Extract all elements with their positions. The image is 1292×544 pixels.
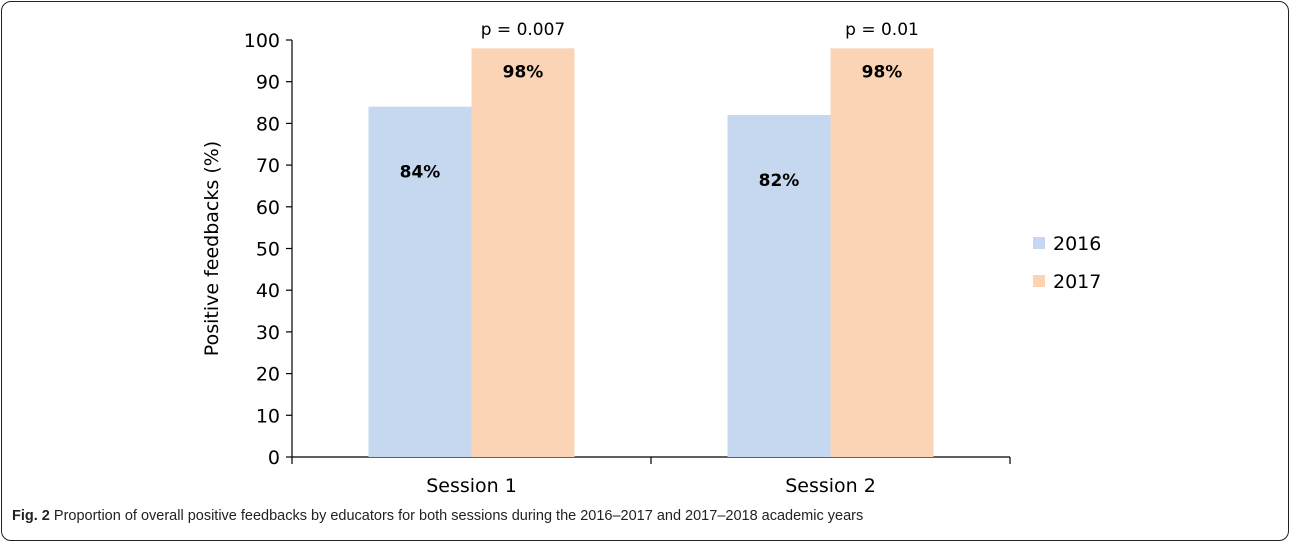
bar-2016-1 — [368, 106, 472, 457]
legend-label-2017: 2017 — [1053, 271, 1101, 293]
y-tick-label: 40 — [256, 280, 280, 302]
bar-chart: 0 10 20 30 40 50 60 70 80 90 100 Positive feedbacks… — [201, 20, 1101, 497]
y-tick-label: 90 — [256, 72, 280, 94]
y-tick-label: 60 — [256, 197, 280, 219]
p-value-annotation: p = 0.01 — [845, 20, 919, 40]
y-axis-title: Positive feedbacks (%) — [201, 141, 223, 356]
caption-text: Proportion of overall positive feedbacks… — [49, 508, 864, 524]
y-tick-label: 20 — [256, 364, 280, 386]
y-tick-label: 100 — [244, 30, 280, 52]
p-value-annotation: p = 0.007 — [481, 20, 566, 40]
bar-2017-2 — [830, 48, 934, 458]
bar-2016-2 — [727, 115, 831, 457]
legend-swatch-2017 — [1033, 275, 1045, 287]
y-tick-label: 10 — [256, 405, 280, 427]
data-label: 84% — [400, 163, 441, 183]
data-label: 98% — [862, 62, 903, 82]
data-label: 98% — [503, 62, 544, 82]
bar-2017-1 — [471, 48, 575, 458]
y-tick-label: 70 — [256, 155, 280, 177]
legend-swatch-2016 — [1033, 237, 1045, 249]
y-tick-label: 0 — [268, 447, 280, 469]
x-category-label: Session 1 — [426, 475, 517, 497]
figure-caption: Fig. 2 Proportion of overall positive fe… — [12, 508, 1282, 524]
data-label: 82% — [759, 171, 800, 191]
y-tick-label: 80 — [256, 113, 280, 135]
x-category-label: Session 2 — [785, 475, 876, 497]
legend-label-2016: 2016 — [1053, 233, 1101, 255]
y-tick-label: 30 — [256, 322, 280, 344]
caption-label: Fig. 2 — [12, 508, 50, 524]
y-tick-label: 50 — [256, 239, 280, 261]
